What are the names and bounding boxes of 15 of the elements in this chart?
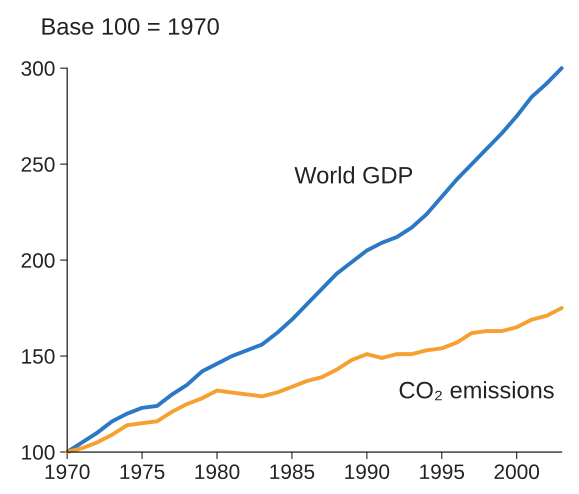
x-tick-label: 1980 [195, 464, 240, 480]
y-tick-label: 150 [22, 349, 55, 364]
series-label: World GDP [294, 166, 412, 184]
series-label: CO₂ emissions [400, 381, 554, 400]
y-tick-label: 300 [21, 61, 55, 76]
y-tick-label: 250 [22, 157, 55, 172]
y-tick-label: 100 [22, 445, 55, 460]
x-tick-label: 2000 [494, 464, 540, 480]
x-tick-label: 1990 [345, 464, 390, 480]
x-tick-label: 1985 [270, 464, 314, 480]
y-tick-label: 200 [22, 253, 55, 268]
x-tick-label: 1970 [46, 464, 90, 480]
y-axis-title: Base 100 = 1970 [42, 18, 219, 35]
x-tick-label: 1975 [120, 464, 164, 480]
x-tick-label: 1995 [420, 464, 464, 480]
